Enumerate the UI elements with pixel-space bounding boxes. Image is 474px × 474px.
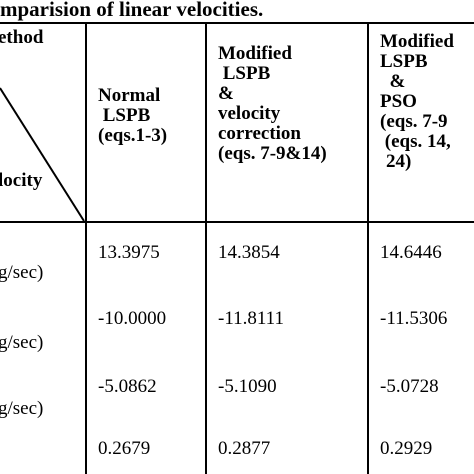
cell-value: -11.5306: [380, 308, 448, 329]
column-divider-3: [367, 22, 369, 474]
row-label: g/sec): [0, 332, 44, 353]
cell-value: 0.2877: [218, 438, 271, 459]
table-caption: mparision of linear velocities.: [0, 0, 264, 21]
column-header-modified-lspb-pso: Modified LSPB & PSO (eqs. 7-9 (eqs. 14, …: [380, 31, 454, 172]
cell-value: 0.2929: [380, 438, 433, 459]
cell-value: 13.3975: [98, 242, 160, 263]
corner-header-top: ethod: [0, 27, 44, 48]
cell-value: -5.0728: [380, 376, 439, 397]
corner-diagonal: [0, 87, 85, 222]
cell-value: -11.8111: [218, 308, 284, 329]
cell-value: -5.0862: [98, 376, 157, 397]
row-label: g/sec): [0, 262, 44, 283]
column-divider-2: [205, 22, 207, 474]
column-divider-1: [85, 22, 87, 474]
column-header-normal-lspb: Normal LSPB (eqs.1-3): [98, 85, 168, 146]
row-label: g/sec): [0, 398, 44, 419]
cell-value: 14.3854: [218, 242, 280, 263]
corner-header-bottom: locity: [0, 170, 43, 191]
table-top-border: [0, 22, 474, 24]
cell-value: 0.2679: [98, 438, 151, 459]
cell-value: -5.1090: [218, 376, 277, 397]
table-header-divider: [0, 221, 474, 223]
column-header-modified-lspb-velocity-correction: Modified LSPB & velocity correction (eqs…: [218, 43, 327, 164]
cell-value: 14.6446: [380, 242, 442, 263]
cell-value: -10.0000: [98, 308, 167, 329]
